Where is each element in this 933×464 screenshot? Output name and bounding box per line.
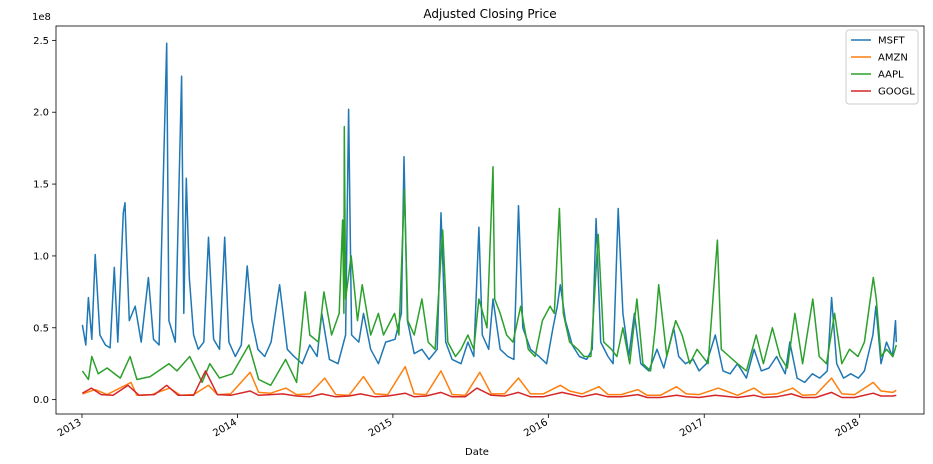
y-axis: 0.0 0.5 1.0 1.5 2.0 2.5	[33, 36, 56, 406]
chart-title: Adjusted Closing Price	[423, 7, 556, 21]
y-tick-label: 0.0	[33, 395, 49, 406]
legend-label-amzn: AMZN	[878, 53, 908, 64]
y-tick-label: 1.5	[33, 180, 49, 191]
legend: MSFT AMZN AAPL GOOGL	[845, 29, 919, 105]
plot-lines	[81, 42, 898, 399]
y-tick-label: 0.5	[33, 323, 49, 334]
legend-label-msft: MSFT	[878, 36, 906, 47]
y-tick-label: 2.0	[33, 108, 49, 119]
series-line-googl	[82, 370, 897, 399]
y-tick-label: 1.0	[33, 251, 49, 262]
y-tick-label: 2.5	[33, 36, 49, 47]
legend-label-aapl: AAPL	[878, 70, 904, 81]
series-line-aapl	[81, 125, 898, 387]
y-scale-label: 1e8	[32, 12, 51, 23]
legend-box	[845, 29, 919, 105]
legend-label-googl: GOOGL	[878, 87, 915, 98]
series-line-msft	[81, 42, 898, 384]
x-axis-label: Date	[465, 447, 489, 458]
axes-frame	[55, 25, 925, 415]
